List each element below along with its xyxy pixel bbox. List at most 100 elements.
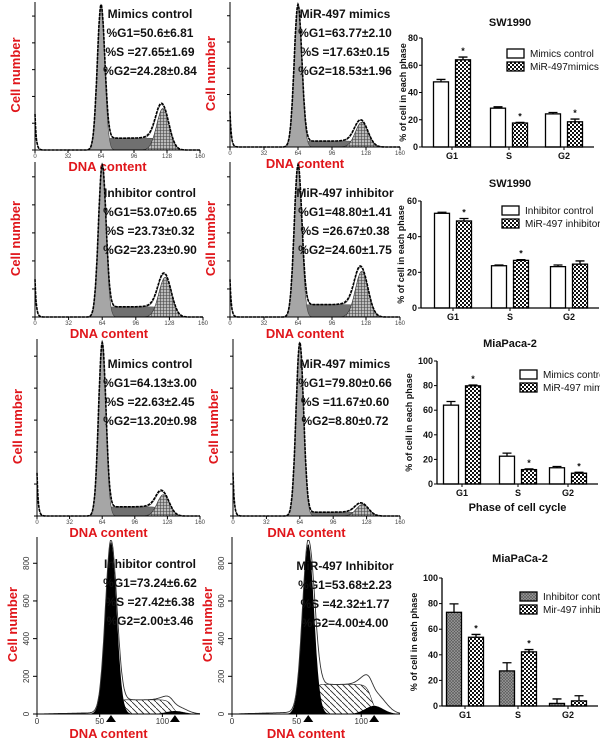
annotation-s: %S =27.42±6.38 — [106, 595, 195, 609]
y-tick-label: 800 — [22, 556, 31, 570]
annotation-s: %S =26.67±0.38 — [301, 224, 390, 238]
y-axis-label: % of cell in each phase — [396, 205, 406, 304]
y-tick-label: 800 — [217, 556, 226, 570]
legend-label: MiR-497 mimics — [543, 383, 600, 394]
x-tick-label: G2 — [562, 710, 574, 720]
x-tick-label: 160 — [195, 520, 206, 526]
annotation-g2: %G2=23.23±0.90 — [103, 243, 197, 257]
histogram-panel: 0 32 64 96 128 160 Cell number DNA content Inhib… — [8, 162, 209, 341]
x-tick-label: 100 — [355, 717, 369, 726]
annotation-s: %S =27.65±1.69 — [106, 45, 195, 59]
error-bar — [552, 465, 562, 468]
legend-label: MiR-497 inhibitor — [525, 219, 600, 230]
histogram-panel: 0 32 64 96 128 160 Cell number DNA content Mimic… — [10, 339, 206, 540]
bar-G2-control — [549, 265, 567, 309]
y-tick-label: 40 — [407, 232, 417, 242]
x-axis-label: DNA content — [69, 726, 148, 741]
y-tick-label: 0 — [413, 142, 418, 152]
y-axis-label: Cell number — [206, 389, 221, 464]
y-axis-label: Cell number — [203, 36, 218, 111]
annotation-s: %S =42.32±1.77 — [301, 597, 390, 611]
x-tick-label: G1 — [446, 151, 458, 161]
bar-G1-treatment — [455, 220, 473, 309]
x-axis-label: Phase of cell cycle — [469, 502, 567, 514]
x-tick-label: 64 — [295, 151, 302, 157]
x-tick-label: 0 — [231, 520, 235, 526]
x-tick-label: 50 — [292, 717, 301, 726]
significance-asterisk: * — [461, 46, 465, 56]
error-bar — [471, 633, 481, 638]
y-tick-label: 60 — [423, 405, 433, 415]
x-tick-label: 96 — [131, 154, 138, 160]
bar-G2-treatment — [566, 121, 584, 148]
histogram-panel: 0 50 100 0 200 400 600 800 Cell number DNA conten… — [5, 537, 201, 741]
y-tick-label: 400 — [22, 631, 31, 645]
bar-S-treatment — [511, 122, 529, 148]
x-tick-label: G2 — [563, 312, 575, 322]
y-tick-label: 400 — [217, 631, 226, 645]
x-tick-label: 32 — [65, 321, 72, 327]
y-tick-label: 0 — [22, 711, 31, 716]
y-axis-label: Cell number — [200, 587, 215, 662]
x-tick-label: 160 — [395, 321, 406, 327]
g1-phase-area — [37, 542, 200, 714]
y-tick-label: 100 — [423, 573, 438, 583]
x-tick-label: 100 — [156, 717, 170, 726]
histogram-envelope — [37, 539, 201, 715]
x-axis-label: DNA content — [267, 726, 346, 741]
x-tick-label: G1 — [459, 710, 471, 720]
legend-swatch — [519, 369, 538, 380]
x-axis-label: DNA content — [69, 525, 148, 540]
annotation-g2: %G2=18.53±1.96 — [298, 64, 392, 78]
x-tick-label: 64 — [296, 520, 303, 526]
error-bar — [552, 698, 562, 704]
legend-label: Mimics control — [543, 370, 600, 381]
annotation-s: %S =11.67±0.60 — [301, 395, 390, 409]
y-tick-label: 0 — [217, 711, 226, 716]
bar-G1-treatment — [464, 385, 482, 485]
bar-S-treatment — [520, 468, 538, 485]
legend-swatch — [519, 591, 538, 602]
y-tick-label: 40 — [408, 88, 418, 98]
y-tick-label: 200 — [22, 669, 31, 683]
bar-chart: SW1990 Inhibitor control * * MiR-497 inhibit… — [396, 178, 600, 322]
significance-asterisk: * — [471, 374, 475, 384]
annotation-title: Mimics control — [108, 7, 193, 21]
histogram-panel: 0 32 64 96 128 160 Cell number DNA content Mimic… — [8, 2, 206, 174]
x-tick-label: 64 — [295, 321, 302, 327]
x-tick-label: 32 — [65, 154, 72, 160]
significance-asterisk: * — [462, 207, 466, 217]
bar-G2-treatment — [571, 263, 589, 309]
legend-label: Mir-497 inhibitor — [543, 605, 600, 616]
bar-S-treatment — [512, 259, 530, 309]
x-tick-label: 96 — [330, 520, 337, 526]
annotation-title: Inhibitor control — [104, 186, 196, 200]
y-tick-label: 60 — [407, 196, 417, 206]
bar-S-control — [490, 265, 508, 309]
x-tick-label: 0 — [33, 321, 37, 327]
bar-chart: SW1990 Mimics control * * * MiR-497mimics 0 20 4… — [398, 17, 599, 161]
error-bar — [524, 648, 534, 652]
y-axis-label: % of cell in each phase — [409, 593, 419, 692]
x-tick-label: 160 — [198, 321, 209, 327]
x-tick-label: 50 — [95, 717, 104, 726]
x-tick-label: 128 — [162, 154, 173, 160]
y-axis-label: Cell number — [10, 389, 25, 464]
legend-swatch — [506, 61, 525, 72]
x-axis-label: DNA content — [266, 326, 345, 341]
y-tick-label: 600 — [22, 594, 31, 608]
error-bar — [458, 56, 468, 60]
x-tick-label: 128 — [164, 321, 175, 327]
x-tick-label: 96 — [132, 321, 139, 327]
y-axis-label: Cell number — [5, 587, 20, 662]
x-axis-label: DNA content — [267, 525, 346, 540]
annotation-s: %S =17.63±0.15 — [301, 45, 390, 59]
legend-swatch — [501, 218, 520, 229]
y-axis-label: % of cell in each phase — [404, 373, 414, 472]
bar-G2-control — [544, 113, 562, 148]
annotation-g2: %G2=4.00±4.00 — [302, 616, 389, 630]
y-tick-label: 200 — [217, 669, 226, 683]
x-tick-label: 64 — [99, 321, 106, 327]
significance-asterisk: * — [573, 108, 577, 118]
x-tick-label: 0 — [228, 321, 232, 327]
